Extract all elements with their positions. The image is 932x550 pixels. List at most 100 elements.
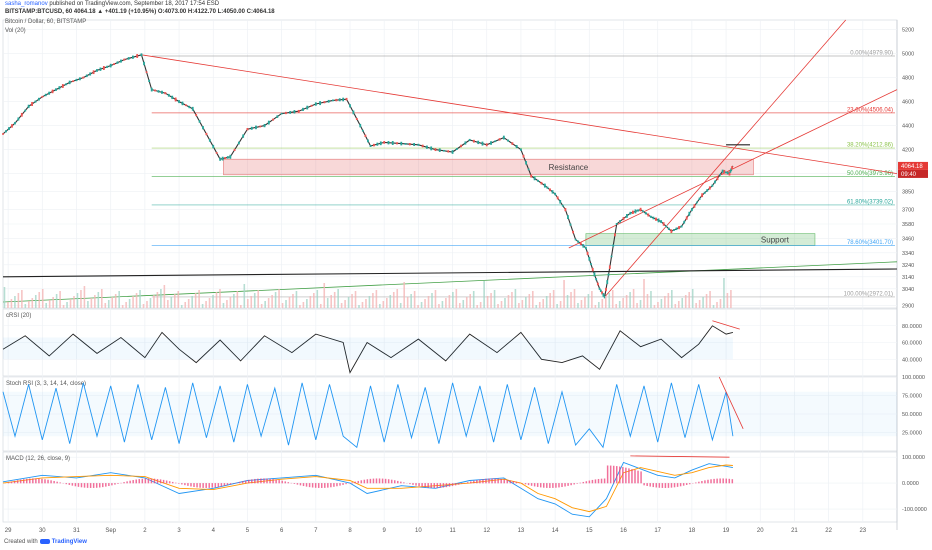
price-candle xyxy=(556,196,559,200)
price-candle xyxy=(579,242,582,246)
macd-hist-bar xyxy=(178,483,180,484)
price-candle xyxy=(342,97,345,102)
macd-hist-bar xyxy=(457,483,460,485)
volume-bar xyxy=(344,300,346,308)
volume-bar xyxy=(257,290,260,308)
macd-hist-bar xyxy=(98,483,101,488)
macd-hist-bar xyxy=(482,479,484,484)
x-tick-label: 21 xyxy=(791,528,798,534)
price-candle xyxy=(242,134,245,138)
y-tick-label: 4200 xyxy=(902,148,914,154)
price-candle xyxy=(546,186,549,189)
y-tick-label: 3580 xyxy=(902,222,914,228)
volume-bar xyxy=(69,299,72,308)
macd-hist-bar xyxy=(387,479,390,484)
price-candle xyxy=(233,148,236,151)
macd-hist-bar xyxy=(320,483,323,488)
macd-hist-bar xyxy=(606,465,609,484)
macd-hist-bar xyxy=(558,483,560,488)
macd-hist-bar xyxy=(305,483,308,487)
fib-label: 78.60%(3401.70) xyxy=(847,240,893,246)
macd-hist-bar xyxy=(685,483,688,485)
macd-hist-bar xyxy=(652,483,654,488)
x-tick-label: 4 xyxy=(212,528,216,534)
price-candle xyxy=(723,169,726,174)
volume-bar xyxy=(556,304,558,308)
price-candle xyxy=(89,72,92,76)
macd-hist-bar xyxy=(241,481,244,484)
volume-bar xyxy=(695,303,697,308)
volume-bar xyxy=(632,289,635,308)
price-candle xyxy=(383,141,386,144)
macd-hist-bar xyxy=(10,481,13,484)
volume-bar xyxy=(403,282,405,308)
macd-hist-bar xyxy=(13,480,16,484)
volume-bar xyxy=(431,293,433,308)
macd-hist-bar xyxy=(83,483,86,488)
price-candle xyxy=(721,169,724,173)
price-candle xyxy=(515,144,518,149)
macd-hist-bar xyxy=(688,483,691,485)
price-candle xyxy=(622,217,625,221)
price-candle xyxy=(323,101,326,104)
volume-bar xyxy=(253,293,256,308)
macd-hist-bar xyxy=(22,479,25,484)
price-candle xyxy=(11,124,13,128)
volume-bar xyxy=(274,292,277,308)
volume-bar xyxy=(392,292,395,308)
volume-bar xyxy=(611,290,614,308)
volume-bar xyxy=(156,292,159,308)
price-candle xyxy=(48,91,51,95)
price-candle xyxy=(404,143,407,145)
macd-hist-bar xyxy=(114,483,116,485)
price-candle xyxy=(481,141,484,146)
volume-bar xyxy=(319,304,322,308)
price-candle xyxy=(164,92,167,95)
macd-hist-bar xyxy=(190,483,192,487)
macd-hist-bar xyxy=(670,483,673,488)
macd-hist-bar xyxy=(454,483,457,486)
volume-bar xyxy=(587,294,590,308)
x-tick-label: 16 xyxy=(620,528,627,534)
volume-bar xyxy=(59,291,61,308)
price-candle xyxy=(660,220,663,224)
volume-bar xyxy=(14,296,16,308)
macd-hist-bar xyxy=(719,478,721,484)
footer-brand[interactable]: TradingView xyxy=(51,539,87,546)
volume-bar xyxy=(420,302,423,308)
macd-hist-bar xyxy=(390,479,393,484)
volume-bar xyxy=(365,299,367,308)
macd-hist-bar xyxy=(336,483,338,487)
macd-hist-bar xyxy=(281,480,283,484)
y-tick-label: 100.0000 xyxy=(902,455,925,461)
author-link[interactable]: sasha_romanov xyxy=(5,1,48,7)
volume-bar xyxy=(38,292,41,308)
macd-hist-bar xyxy=(284,481,287,484)
price-candle xyxy=(485,143,488,147)
price-candle xyxy=(530,174,533,178)
fib-label: 38.20%(4212.86) xyxy=(847,143,893,149)
price-candle xyxy=(610,255,613,258)
price-candle xyxy=(319,101,321,106)
macd-hist-bar xyxy=(543,483,545,488)
volume-bar xyxy=(438,304,440,308)
price-candle xyxy=(367,139,369,143)
volume-bar xyxy=(114,294,117,308)
macd-hist-bar xyxy=(679,483,682,487)
volume-bar xyxy=(285,300,287,308)
macd-hist-bar xyxy=(682,483,685,486)
price-candle xyxy=(259,125,262,128)
volume-bar xyxy=(535,305,538,308)
volume-bar xyxy=(566,295,569,308)
price-candle xyxy=(332,99,334,102)
macd-hist-bar xyxy=(296,483,299,485)
macd-hist-bar xyxy=(704,480,706,484)
macd-hist-bar xyxy=(299,483,302,486)
macd-hist-bar xyxy=(345,483,347,485)
volume-bar xyxy=(226,300,228,308)
price-candle xyxy=(185,104,187,107)
price-candle xyxy=(647,213,650,217)
price-tag: 4064.18 xyxy=(901,164,923,170)
price-candle xyxy=(5,130,7,133)
price-candle xyxy=(99,67,102,71)
